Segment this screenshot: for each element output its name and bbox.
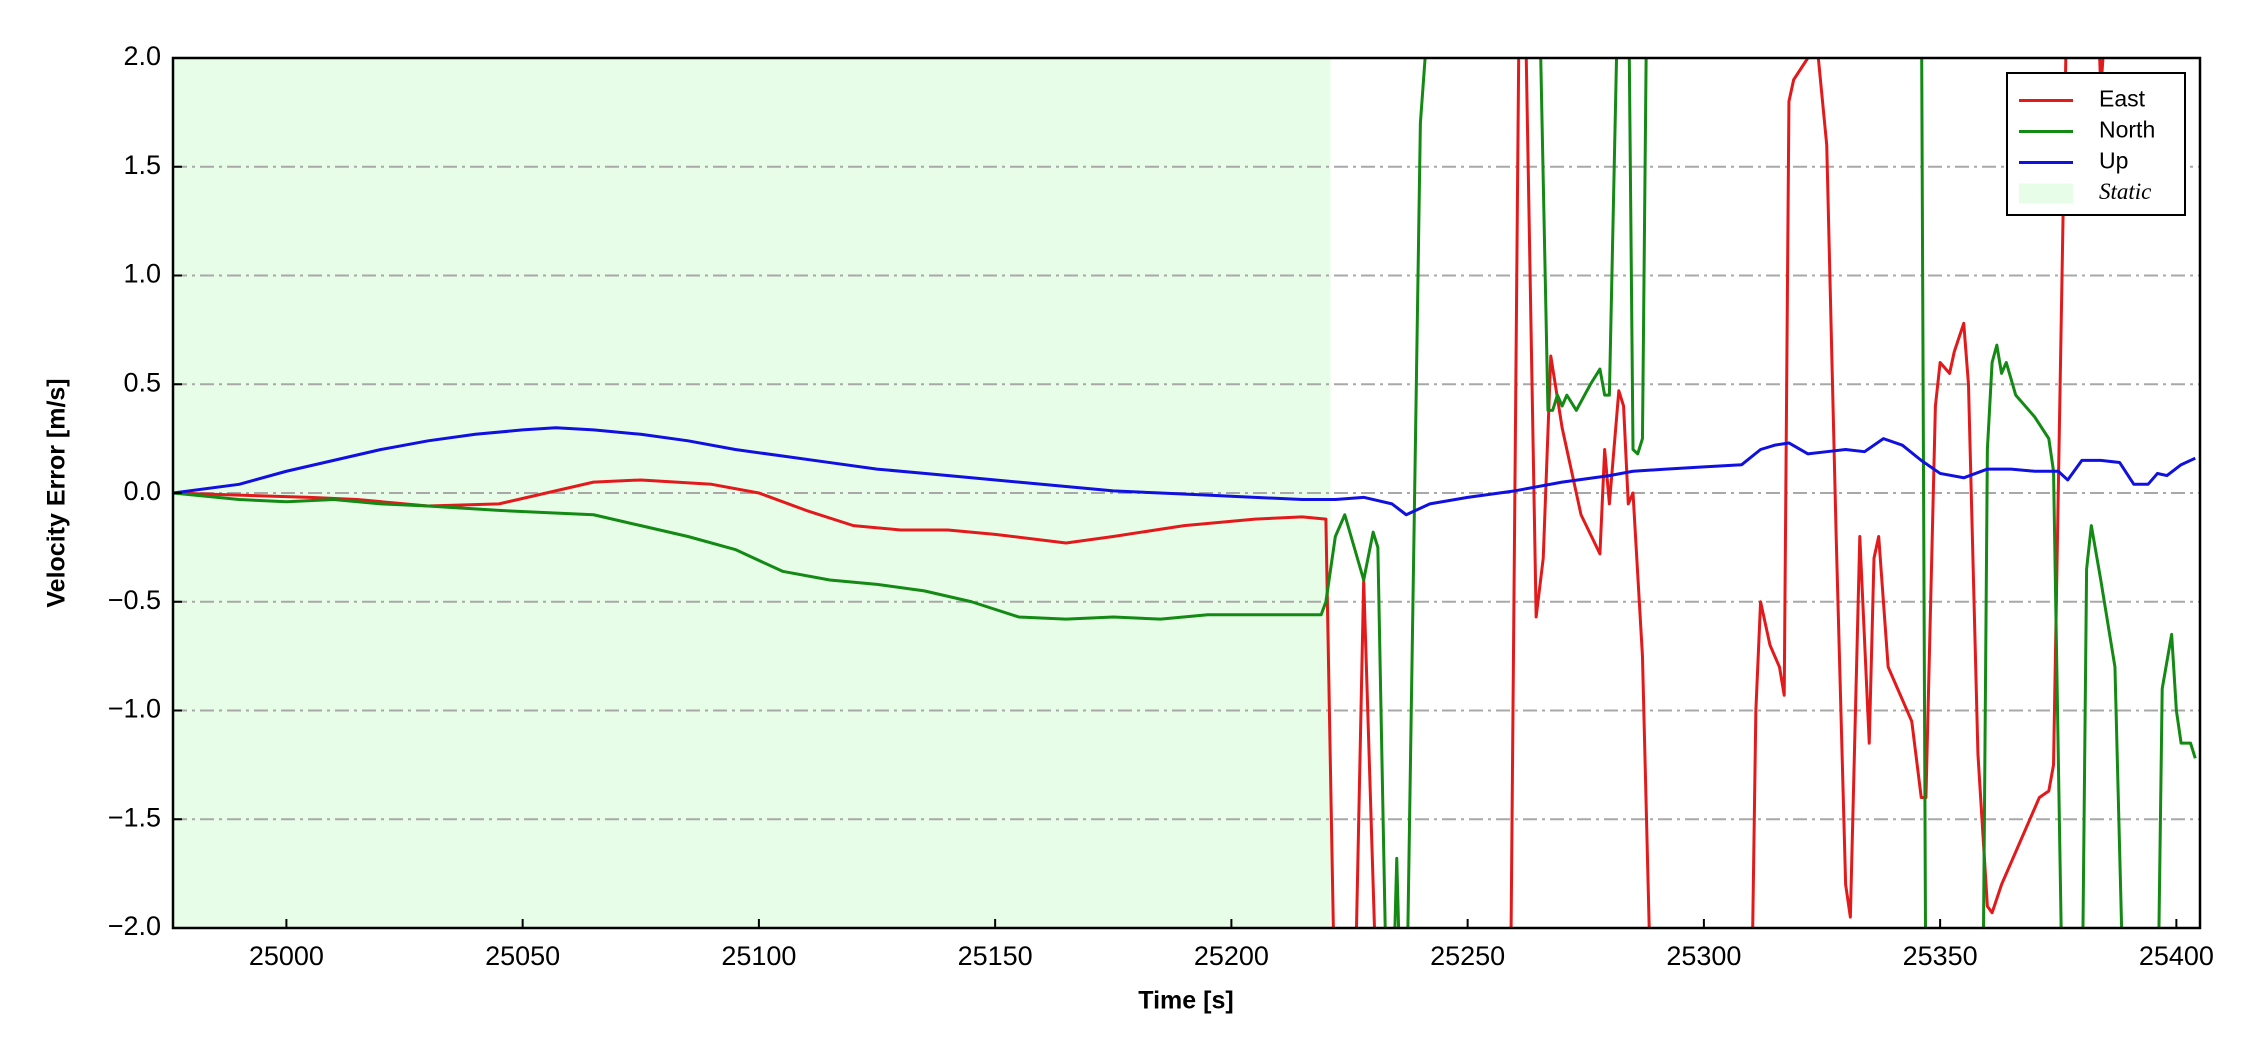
- grid: [173, 165, 2200, 821]
- x-tick-label: 25400: [2139, 941, 2214, 971]
- y-tick-label: 2.0: [123, 41, 161, 71]
- x-tick-label: 25000: [249, 941, 324, 971]
- legend-label: Static: [2099, 179, 2151, 204]
- y-tick-label: 1.5: [123, 150, 161, 180]
- x-tick-label: 25050: [485, 941, 560, 971]
- x-axis-label: Time [s]: [1138, 987, 1233, 1015]
- y-tick-label: −2.0: [108, 911, 161, 941]
- y-tick-label: −1.0: [108, 694, 161, 724]
- axes: −2.0 −1.5 −1.0 −0.5 0.0 0.5 1.0 1.5 2.0 25000 2505…: [108, 41, 2214, 971]
- x-tick-label: 25350: [1903, 941, 1978, 971]
- series-line: [173, 58, 2197, 928]
- y-tick-label: −0.5: [108, 585, 161, 615]
- x-tick-label: 25200: [1194, 941, 1269, 971]
- legend-label: East: [2099, 86, 2146, 112]
- legend-label: North: [2099, 117, 2155, 143]
- y-tick-label: 0.0: [123, 476, 161, 506]
- series-line: [173, 426, 2196, 517]
- x-tick-label: 25250: [1430, 941, 1505, 971]
- legend-label: Up: [2099, 148, 2128, 174]
- legend: East North Up Static: [2006, 72, 2186, 216]
- plot-lines: [173, 58, 2197, 928]
- legend-swatch: [2019, 183, 2073, 204]
- y-tick-label: −1.5: [108, 802, 161, 832]
- x-tick-label: 25300: [1666, 941, 1741, 971]
- y-tick-label: 0.5: [123, 367, 161, 397]
- x-tick-label: 25100: [721, 941, 796, 971]
- y-tick-label: 1.0: [123, 259, 161, 289]
- x-tick-label: 25150: [958, 941, 1033, 971]
- y-axis-label: Velocity Error [m/s]: [43, 378, 71, 607]
- series-line: [173, 58, 2105, 928]
